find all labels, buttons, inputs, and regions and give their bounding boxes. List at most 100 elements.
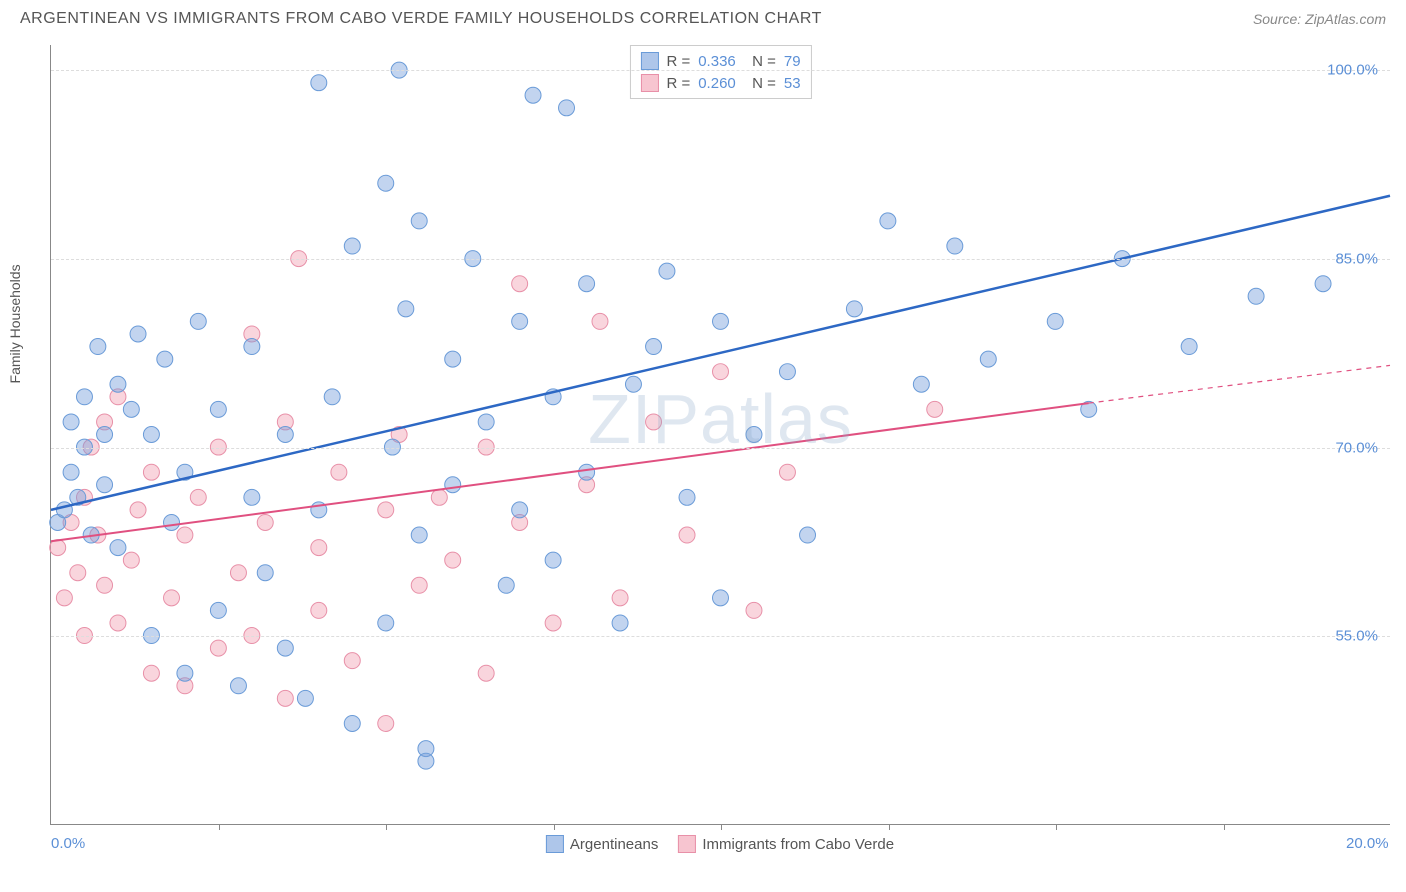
scatter-point bbox=[97, 477, 113, 493]
scatter-point bbox=[779, 464, 795, 480]
scatter-point bbox=[90, 339, 106, 355]
scatter-point bbox=[1047, 313, 1063, 329]
scatter-point bbox=[110, 376, 126, 392]
scatter-point bbox=[779, 364, 795, 380]
scatter-point bbox=[344, 653, 360, 669]
scatter-point bbox=[592, 313, 608, 329]
scatter-point bbox=[177, 665, 193, 681]
scatter-point bbox=[478, 414, 494, 430]
trend-line-dashed bbox=[1089, 365, 1390, 403]
scatter-point bbox=[947, 238, 963, 254]
scatter-point bbox=[277, 640, 293, 656]
scatter-point bbox=[344, 238, 360, 254]
scatter-point bbox=[646, 339, 662, 355]
scatter-point bbox=[545, 552, 561, 568]
stat-r-value-0: 0.336 bbox=[698, 53, 736, 70]
scatter-point bbox=[713, 313, 729, 329]
scatter-point bbox=[478, 665, 494, 681]
scatter-point bbox=[76, 389, 92, 405]
chart-container: Family Households ZIPatlas R = 0.336 N =… bbox=[50, 45, 1390, 825]
scatter-point bbox=[411, 527, 427, 543]
scatter-point bbox=[659, 263, 675, 279]
stat-n-value-1: 53 bbox=[784, 75, 801, 92]
scatter-point bbox=[927, 401, 943, 417]
legend-label-argentineans: Argentineans bbox=[570, 836, 658, 853]
scatter-point bbox=[257, 565, 273, 581]
scatter-point bbox=[143, 464, 159, 480]
legend-item-caboverde: Immigrants from Cabo Verde bbox=[678, 835, 894, 853]
stat-r-label-0: R = bbox=[666, 53, 690, 70]
scatter-point bbox=[244, 489, 260, 505]
scatter-point bbox=[980, 351, 996, 367]
stat-r-value-1: 0.260 bbox=[698, 75, 736, 92]
scatter-point bbox=[164, 590, 180, 606]
scatter-point bbox=[70, 565, 86, 581]
scatter-point bbox=[445, 477, 461, 493]
scatter-point bbox=[97, 427, 113, 443]
gridline bbox=[51, 70, 1390, 71]
scatter-point bbox=[713, 364, 729, 380]
scatter-point bbox=[230, 678, 246, 694]
scatter-point bbox=[130, 502, 146, 518]
scatter-point bbox=[123, 552, 139, 568]
legend-stats-row-1: R = 0.260 N = 53 bbox=[640, 72, 800, 94]
xtick-mark bbox=[1224, 824, 1225, 830]
scatter-point bbox=[1248, 288, 1264, 304]
scatter-point bbox=[445, 552, 461, 568]
scatter-point bbox=[1181, 339, 1197, 355]
scatter-point bbox=[612, 590, 628, 606]
legend-stats: R = 0.336 N = 79 R = 0.260 N = 53 bbox=[629, 45, 811, 99]
scatter-point bbox=[110, 615, 126, 631]
ytick-label: 70.0% bbox=[1335, 439, 1378, 456]
scatter-point bbox=[311, 540, 327, 556]
stat-n-label-0: N = bbox=[744, 53, 776, 70]
xtick-mark bbox=[889, 824, 890, 830]
scatter-point bbox=[445, 351, 461, 367]
scatter-point bbox=[210, 640, 226, 656]
chart-title: ARGENTINEAN VS IMMIGRANTS FROM CABO VERD… bbox=[20, 10, 822, 28]
stat-n-value-0: 79 bbox=[784, 53, 801, 70]
legend-swatch-argentineans bbox=[546, 835, 564, 853]
scatter-point bbox=[277, 427, 293, 443]
scatter-point bbox=[130, 326, 146, 342]
scatter-point bbox=[1315, 276, 1331, 292]
xtick-mark bbox=[386, 824, 387, 830]
scatter-point bbox=[498, 577, 514, 593]
scatter-point bbox=[512, 313, 528, 329]
scatter-point bbox=[190, 313, 206, 329]
scatter-point bbox=[164, 514, 180, 530]
scatter-point bbox=[378, 715, 394, 731]
xtick-mark bbox=[1056, 824, 1057, 830]
chart-source: Source: ZipAtlas.com bbox=[1253, 11, 1386, 27]
scatter-point bbox=[512, 502, 528, 518]
scatter-point bbox=[431, 489, 447, 505]
scatter-point bbox=[210, 602, 226, 618]
scatter-point bbox=[846, 301, 862, 317]
chart-header: ARGENTINEAN VS IMMIGRANTS FROM CABO VERD… bbox=[0, 0, 1406, 33]
scatter-point bbox=[398, 301, 414, 317]
scatter-point bbox=[746, 602, 762, 618]
scatter-point bbox=[311, 75, 327, 91]
scatter-point bbox=[110, 540, 126, 556]
scatter-point bbox=[625, 376, 641, 392]
scatter-point bbox=[579, 464, 595, 480]
scatter-point bbox=[800, 527, 816, 543]
gridline bbox=[51, 636, 1390, 637]
scatter-point bbox=[157, 351, 173, 367]
stat-r-label-1: R = bbox=[666, 75, 690, 92]
scatter-point bbox=[244, 339, 260, 355]
scatter-point bbox=[679, 527, 695, 543]
scatter-point bbox=[123, 401, 139, 417]
y-axis-label: Family Households bbox=[7, 264, 23, 383]
scatter-point bbox=[880, 213, 896, 229]
scatter-point bbox=[746, 427, 762, 443]
scatter-point bbox=[97, 577, 113, 593]
scatter-point bbox=[679, 489, 695, 505]
xtick-mark bbox=[554, 824, 555, 830]
scatter-point bbox=[559, 100, 575, 116]
legend-label-caboverde: Immigrants from Cabo Verde bbox=[702, 836, 894, 853]
scatter-point bbox=[411, 213, 427, 229]
scatter-point bbox=[63, 464, 79, 480]
legend-swatch-caboverde bbox=[678, 835, 696, 853]
scatter-point bbox=[56, 590, 72, 606]
